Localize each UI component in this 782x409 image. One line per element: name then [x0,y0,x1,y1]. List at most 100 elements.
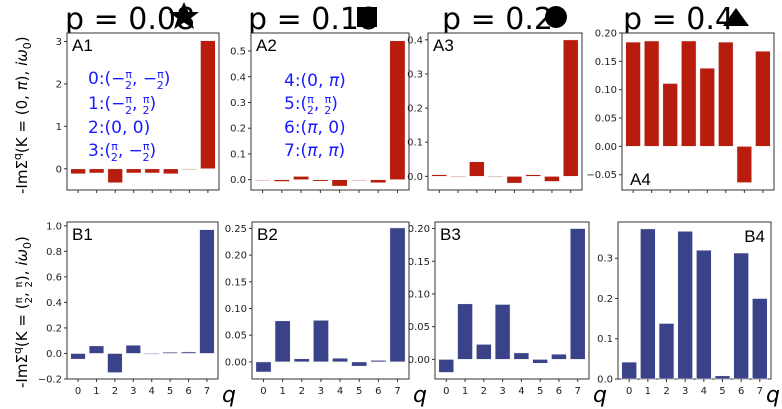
ytick-label: 0.2 [230,124,246,135]
bar-b4-q4 [696,249,712,380]
panel-a2: 0.0 0.1 0.2 0.3 0.4 0.5 A2 [230,32,410,193]
bar-a2-q1 [273,179,290,182]
xtick-label: 7 [204,386,210,397]
xtick-label: 1 [279,386,285,397]
xtick-label: 5 [167,386,173,397]
bar-a3-q7 [562,39,579,177]
xtick-label: 5 [537,386,543,397]
xtick-label: 1 [645,386,651,397]
bar-a1-q3 [126,168,142,174]
bar-b1-q6 [180,351,197,354]
ytick-label: 0.25 [225,224,247,235]
xtick-label: 6 [738,386,744,397]
xtick-label: 6 [556,386,562,397]
legend-entry-0: 0:(−π 2, −π 2) [88,68,170,92]
panel-a3: 0.0 0.1 0.2 0.3 0.4 A3 [407,32,583,193]
xtick-label: 0 [443,386,449,397]
bar-b1-q0 [70,353,86,360]
panel-label-b1: B1 [72,225,93,244]
bar-a3-q6 [544,176,560,182]
ytick-label: 3 [56,37,62,48]
panel-label-a2: A2 [256,36,277,55]
ytick-label: 1.0 [46,221,62,232]
ytick-label: 0.05 [595,114,617,125]
bar-a3-q1 [450,176,466,178]
xtick-label: 6 [375,386,381,397]
bar-a1-q1 [88,168,105,174]
ytick-label: 0.0 [597,375,613,386]
xtick-label: 0 [260,386,266,397]
bar-b4-q0 [621,361,637,380]
bar-a3-q3 [487,176,504,178]
bar-a2-q4 [331,179,348,187]
xtick-label: 6 [185,386,191,397]
bar-a2-q5 [350,179,367,181]
bar-b2-q5 [351,361,368,367]
ytick-label: 0.5 [230,47,246,58]
bar-b1-q5 [162,351,178,354]
panel-label-b2: B2 [257,225,278,244]
bar-b4-q1 [640,228,656,380]
panel-label-a3: A3 [433,36,454,55]
ytick-label: 0.1 [407,138,423,149]
bar-b4-q3 [677,230,693,380]
panel-label-a1: A1 [72,36,93,55]
ytick-label: 0.1 [597,334,613,345]
legend-entry-2: 2:(0, 0) [88,118,150,138]
bar-b3-q0 [438,359,455,373]
legend-entry-4: 4:(0, π) [284,71,346,91]
ytick-label: 0.3 [597,254,613,265]
ytick-label: 0.05 [225,331,247,342]
ytick-label: 0.00 [595,142,617,153]
bar-b1-q3 [125,344,141,354]
bar-b1-q4 [144,353,160,355]
bar-b3-q5 [532,359,548,364]
ytick-label: 0.4 [230,72,246,83]
ytick-label: 0.3 [407,69,423,80]
plot-area [66,32,220,191]
ytick-label: 0.2 [597,294,613,305]
legend-entry-3: 3:(π 2, −π 2) [88,140,156,164]
column-title-2: p = 0.2 [442,2,553,37]
bar-b4-q5 [714,375,731,380]
xtick-label: 3 [499,386,505,397]
panel-label-a4: A4 [630,170,651,189]
bar-b1-q2 [107,353,123,373]
xtick-label: 2 [663,386,669,397]
bar-b4-q7 [752,298,768,380]
xtick-label: 4 [149,386,155,397]
bar-b2-q0 [255,361,272,373]
ytick-label: 0.20 [408,224,430,235]
xtick-label: 4 [701,386,707,397]
bar-b3-q2 [476,344,492,360]
bar-a2-q3 [312,179,329,182]
bar-a2-q0 [254,179,271,181]
xlabels: q q q q [222,383,780,408]
bar-a4-q7 [755,50,771,147]
panels: 0 1 2 3 A1 0.0 0.1 0.2 0.3 0.4 0.5 A2 0.0 0.1 0.2 0.3 0.… [38,29,775,397]
plot-area [427,32,583,191]
panel-label-b4: B4 [744,227,765,246]
ytick-label: 0.0 [407,172,423,183]
bar-b2-q4 [332,357,349,363]
xtick-label: 7 [757,386,763,397]
xtick-label: 2 [299,386,305,397]
bar-b2-q2 [293,358,310,363]
bar-a4-q0 [625,41,641,147]
bar-a1-q0 [70,168,86,175]
xtick-label: 2 [112,386,118,397]
xtick-label: 7 [575,386,581,397]
xlabel-q-b3: q [593,383,607,408]
xtick-label: 5 [719,386,725,397]
ytick-label: 0.00 [408,355,430,366]
xtick-label: 3 [130,386,136,397]
ytick-label: 0.20 [595,29,617,40]
bar-b3-q1 [457,303,473,360]
ytick-label: 0.10 [408,289,430,300]
bar-a2-q6 [370,179,387,184]
legend-entry-7: 7:(π, π) [284,141,345,161]
ytick-label: 0.1 [230,149,246,160]
bar-a4-q4 [699,67,715,147]
legend-entry-5: 5:(π 2, π 2) [284,93,338,117]
